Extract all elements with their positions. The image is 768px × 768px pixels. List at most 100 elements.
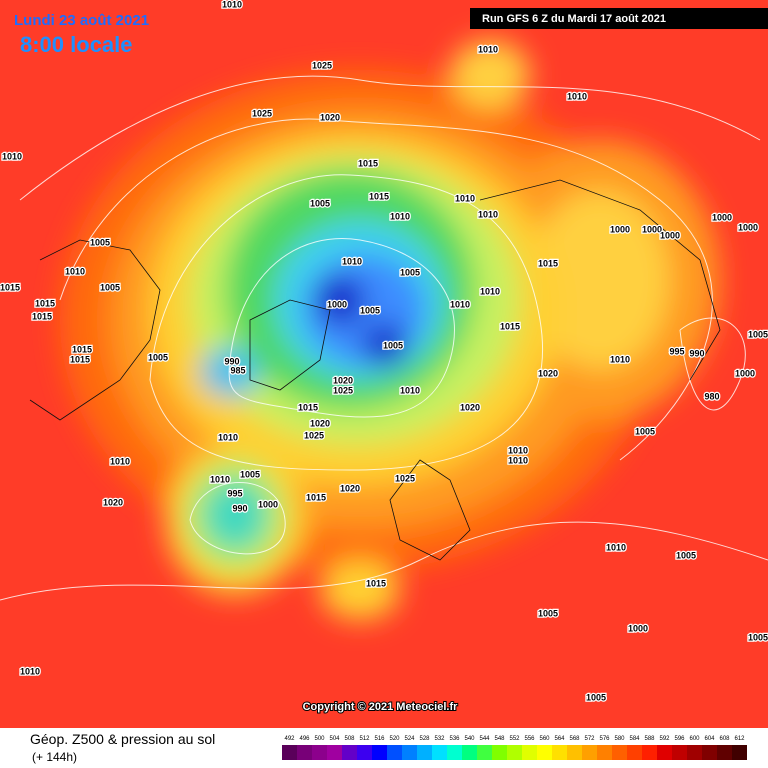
pressure-label: 1015 bbox=[70, 354, 90, 364]
colorbar-swatch bbox=[522, 745, 537, 760]
pressure-label: 1005 bbox=[383, 340, 403, 350]
colorbar-label: 528 bbox=[419, 736, 430, 742]
colorbar-label: 548 bbox=[494, 736, 505, 742]
pressure-label: 1020 bbox=[538, 368, 558, 378]
colorbar-label: 600 bbox=[689, 736, 700, 742]
colorbar-swatch bbox=[327, 745, 342, 760]
pressure-label: 1010 bbox=[390, 211, 410, 221]
pressure-label: 1025 bbox=[395, 473, 415, 483]
colorbar-label: 560 bbox=[539, 736, 550, 742]
colorbar-swatch bbox=[507, 745, 522, 760]
pressure-label: 1020 bbox=[320, 112, 340, 122]
colorbar-label: 596 bbox=[674, 736, 685, 742]
colorbar-swatch bbox=[612, 745, 627, 760]
colorbar-label: 564 bbox=[554, 736, 565, 742]
colorbar-label: 552 bbox=[509, 736, 520, 742]
pressure-label: 1010 bbox=[606, 542, 626, 552]
pressure-label: 990 bbox=[232, 503, 247, 513]
colorbar-swatch bbox=[312, 745, 327, 760]
pressure-label: 1005 bbox=[100, 282, 120, 292]
pressure-label: 980 bbox=[704, 391, 719, 401]
pressure-label: 1010 bbox=[455, 193, 475, 203]
forecast-date: Lundi 23 août 2021 bbox=[14, 12, 149, 29]
pressure-label: 1000 bbox=[642, 224, 662, 234]
colorbar-swatch bbox=[552, 745, 567, 760]
pressure-label: 1015 bbox=[0, 282, 20, 292]
pressure-label: 1010 bbox=[508, 455, 528, 465]
pressure-label: 995 bbox=[669, 346, 684, 356]
pressure-label: 1015 bbox=[32, 311, 52, 321]
pressure-label: 1010 bbox=[222, 0, 242, 9]
colorbar-swatch bbox=[537, 745, 552, 760]
colorbar-label: 544 bbox=[479, 736, 490, 742]
colorbar-swatch bbox=[477, 745, 492, 760]
colorbar-swatch bbox=[702, 745, 717, 760]
run-box bbox=[470, 8, 768, 29]
pressure-label: 1010 bbox=[567, 91, 587, 101]
colorbar-label: 556 bbox=[524, 736, 535, 742]
run-info: Run GFS 6 Z du Mardi 17 août 2021 bbox=[482, 13, 666, 25]
colorbar-label: 584 bbox=[629, 736, 640, 742]
pressure-label: 1010 bbox=[210, 474, 230, 484]
pressure-label: 1005 bbox=[90, 237, 110, 247]
pressure-label: 1000 bbox=[712, 212, 732, 222]
pressure-label: 1010 bbox=[2, 151, 22, 161]
forecast-time: 8:00 locale bbox=[20, 32, 133, 57]
colorbar-swatch bbox=[687, 745, 702, 760]
colorbar-label: 540 bbox=[464, 736, 475, 742]
pressure-label: 985 bbox=[230, 365, 245, 375]
pressure-label: 1010 bbox=[20, 666, 40, 676]
pressure-label: 1005 bbox=[240, 469, 260, 479]
pressure-label: 1015 bbox=[538, 258, 558, 268]
pressure-label: 1000 bbox=[327, 299, 347, 309]
pressure-label: 1015 bbox=[306, 492, 326, 502]
colorbar-swatch bbox=[462, 745, 477, 760]
pressure-label: 1020 bbox=[310, 418, 330, 428]
colorbar-label: 536 bbox=[449, 736, 460, 742]
colorbar-swatch bbox=[627, 745, 642, 760]
pressure-label: 1005 bbox=[748, 632, 768, 642]
pressure-label: 1015 bbox=[369, 191, 389, 201]
pressure-label: 990 bbox=[689, 348, 704, 358]
colorbar-swatch bbox=[567, 745, 582, 760]
colorbar-swatch bbox=[492, 745, 507, 760]
colorbar-label: 532 bbox=[434, 736, 445, 742]
colorbar-swatch bbox=[642, 745, 657, 760]
colorbar-label: 568 bbox=[569, 736, 580, 742]
pressure-label: 995 bbox=[227, 488, 242, 498]
pressure-label: 1005 bbox=[635, 426, 655, 436]
colorbar-label: 604 bbox=[704, 736, 715, 742]
pressure-label: 1005 bbox=[310, 198, 330, 208]
colorbar-swatch bbox=[447, 745, 462, 760]
pressure-labels: 1010 1025 1010 1010 1010 1025 1020 1015 1005 1010… bbox=[0, 0, 768, 704]
colorbar-label: 520 bbox=[389, 736, 400, 742]
colorbar-swatch bbox=[717, 745, 732, 760]
legend-title: Géop. Z500 & pression au sol bbox=[30, 731, 215, 747]
colorbar-label: 572 bbox=[584, 736, 595, 742]
colorbar-swatch bbox=[297, 745, 312, 760]
colorbar-swatch bbox=[357, 745, 372, 760]
colorbar-swatch bbox=[372, 745, 387, 760]
pressure-label: 1005 bbox=[586, 692, 606, 702]
pressure-label: 990 bbox=[224, 356, 239, 366]
pressure-label: 1000 bbox=[628, 623, 648, 633]
pressure-label: 1020 bbox=[103, 497, 123, 507]
pressure-label: 1015 bbox=[72, 344, 92, 354]
colorbar-swatch bbox=[597, 745, 612, 760]
colorbar-label: 576 bbox=[599, 736, 610, 742]
colorbar-swatch bbox=[417, 745, 432, 760]
legend-lead: (+ 144h) bbox=[32, 750, 77, 764]
colorbar-swatch bbox=[402, 745, 417, 760]
colorbar-label: 508 bbox=[344, 736, 355, 742]
colorbar-swatch bbox=[657, 745, 672, 760]
colorbar-label: 588 bbox=[644, 736, 655, 742]
pressure-label: 1010 bbox=[450, 299, 470, 309]
pressure-label: 1005 bbox=[748, 329, 768, 339]
colorbar-label: 500 bbox=[314, 736, 325, 742]
pressure-label: 1005 bbox=[676, 550, 696, 560]
pressure-label: 1000 bbox=[738, 222, 758, 232]
pressure-label: 1025 bbox=[304, 430, 324, 440]
colorbar-label: 524 bbox=[404, 736, 415, 742]
pressure-label: 1020 bbox=[333, 375, 353, 385]
